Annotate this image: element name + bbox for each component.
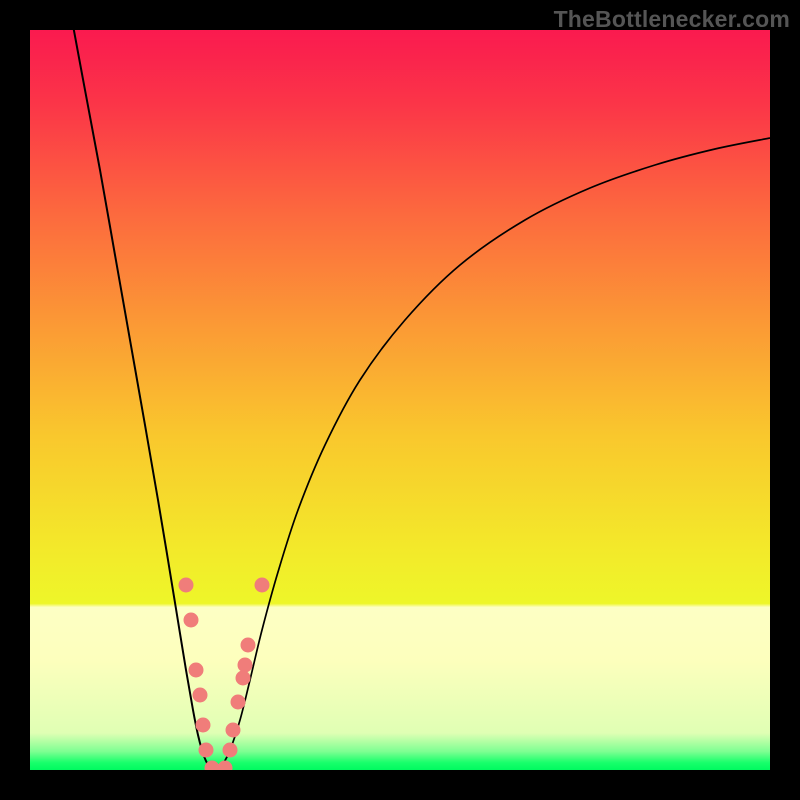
plot-area xyxy=(30,30,770,770)
data-marker xyxy=(184,613,198,627)
data-marker xyxy=(218,761,232,770)
data-marker xyxy=(199,743,213,757)
marker-group xyxy=(179,578,269,770)
data-marker xyxy=(179,578,193,592)
data-marker xyxy=(196,718,210,732)
left-curve xyxy=(72,30,214,770)
data-marker xyxy=(189,663,203,677)
data-marker xyxy=(255,578,269,592)
data-marker xyxy=(205,761,219,770)
right-curve xyxy=(214,138,770,770)
data-marker xyxy=(241,638,255,652)
curve-layer xyxy=(30,30,770,770)
watermark-text: TheBottlenecker.com xyxy=(554,6,790,33)
data-marker xyxy=(226,723,240,737)
data-marker xyxy=(238,658,252,672)
data-marker xyxy=(236,671,250,685)
image-root: TheBottlenecker.com xyxy=(0,0,800,800)
data-marker xyxy=(193,688,207,702)
data-marker xyxy=(223,743,237,757)
data-marker xyxy=(231,695,245,709)
